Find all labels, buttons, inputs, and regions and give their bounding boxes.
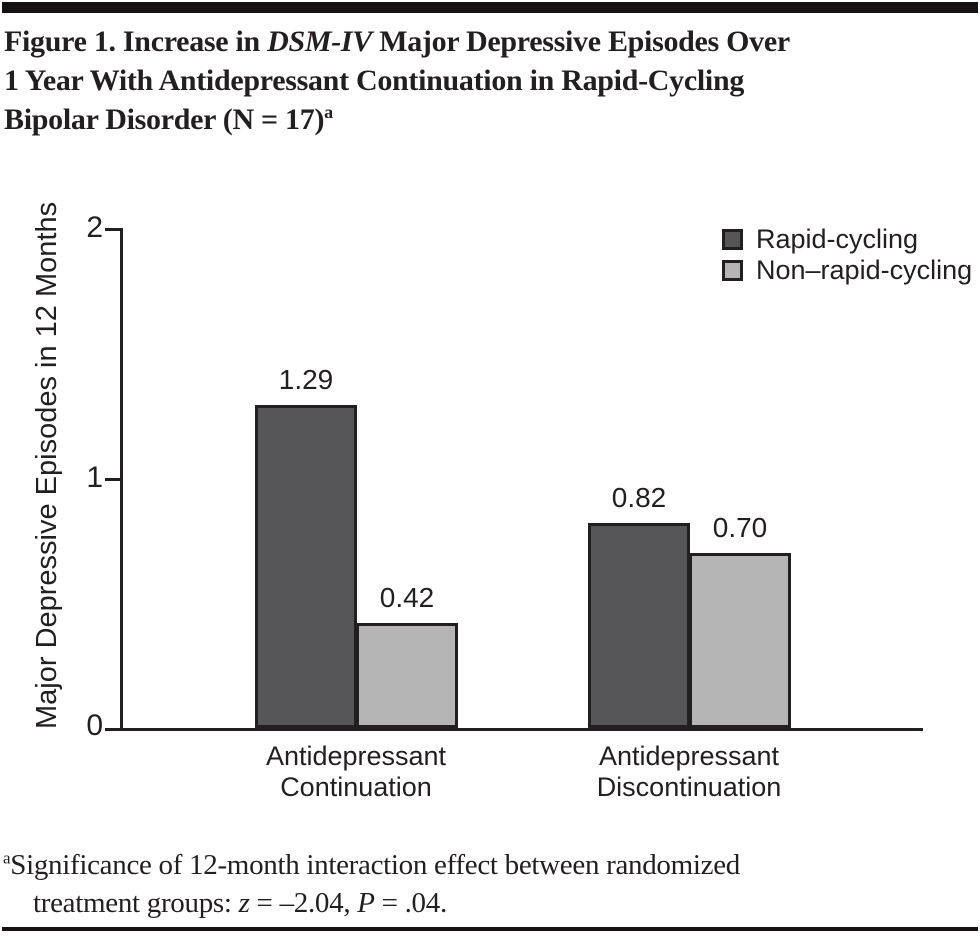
bar-non-rapid-cycling-discontinuation bbox=[689, 553, 791, 728]
footnote-line: aSignificance of 12-month interaction ef… bbox=[3, 846, 975, 884]
category-label-line: Antidepressant bbox=[598, 741, 780, 771]
bar-rapid-cycling-discontinuation bbox=[588, 523, 690, 728]
category-label-line: Continuation bbox=[280, 772, 432, 802]
bar-value-label: 0.70 bbox=[712, 512, 768, 543]
y-tick-label: 2 bbox=[86, 211, 103, 244]
category-label-line: Antidepressant bbox=[265, 741, 447, 771]
footnote-marker: a bbox=[3, 848, 11, 868]
y-tick-mark bbox=[105, 478, 120, 481]
figure-title-line: Bipolar Disorder (N = 17)a bbox=[4, 100, 976, 139]
footnote-text: treatment groups: bbox=[33, 887, 239, 919]
legend-label: Rapid-cycling bbox=[756, 224, 919, 254]
title-italic-text: DSM-IV bbox=[267, 25, 373, 58]
y-axis-line bbox=[120, 228, 123, 731]
bar-rapid-cycling-continuation bbox=[255, 405, 357, 728]
figure-title-line: 1 Year With Antidepressant Continuation … bbox=[4, 64, 745, 97]
title-text: Major Depressive Episodes Over bbox=[372, 25, 790, 58]
footnote-text: = .04. bbox=[374, 887, 448, 919]
y-tick-label: 0 bbox=[86, 709, 103, 742]
figure-title-line: Figure 1. Increase in DSM-IV Major Depre… bbox=[4, 22, 976, 61]
footnote-text: Significance of 12-month interaction eff… bbox=[10, 849, 740, 881]
y-tick-label: 1 bbox=[86, 461, 103, 494]
category-label-discontinuation: Antidepressant Discontinuation bbox=[569, 741, 809, 803]
top-rule bbox=[2, 2, 978, 13]
category-label-line: Discontinuation bbox=[596, 772, 782, 802]
title-text: Figure 1. Increase in bbox=[4, 25, 268, 58]
y-tick-mark bbox=[105, 728, 120, 731]
legend-swatch-non-rapid-cycling bbox=[722, 260, 743, 281]
footnote: aSignificance of 12-month interaction ef… bbox=[3, 846, 975, 922]
footnote-marker: a bbox=[324, 102, 333, 122]
category-label-continuation: Antidepressant Continuation bbox=[236, 741, 476, 803]
bar-value-label: 0.42 bbox=[379, 582, 435, 613]
footnote-line: treatment groups: z = –2.04, P = .04. bbox=[3, 884, 975, 922]
legend-swatch-rapid-cycling bbox=[722, 229, 743, 250]
legend-item-rapid-cycling: Rapid-cycling bbox=[722, 224, 972, 255]
stat-variable: z bbox=[238, 887, 250, 919]
bar-value-label: 0.82 bbox=[611, 482, 667, 513]
bottom-rule bbox=[2, 927, 978, 931]
figure-title: Figure 1. Increase in DSM-IV Major Depre… bbox=[4, 22, 976, 139]
stat-variable: P bbox=[357, 887, 375, 919]
bar-value-label: 1.29 bbox=[278, 364, 334, 395]
title-text: Bipolar Disorder (N = 17) bbox=[4, 103, 325, 136]
legend-label: Non–rapid-cycling bbox=[756, 255, 973, 285]
x-axis-line bbox=[120, 728, 923, 731]
legend-item-non-rapid-cycling: Non–rapid-cycling bbox=[722, 255, 972, 286]
footnote-text: = –2.04, bbox=[249, 887, 358, 919]
legend: Rapid-cycling Non–rapid-cycling bbox=[722, 224, 972, 286]
y-tick-mark bbox=[105, 228, 120, 231]
bar-non-rapid-cycling-continuation bbox=[356, 623, 458, 728]
